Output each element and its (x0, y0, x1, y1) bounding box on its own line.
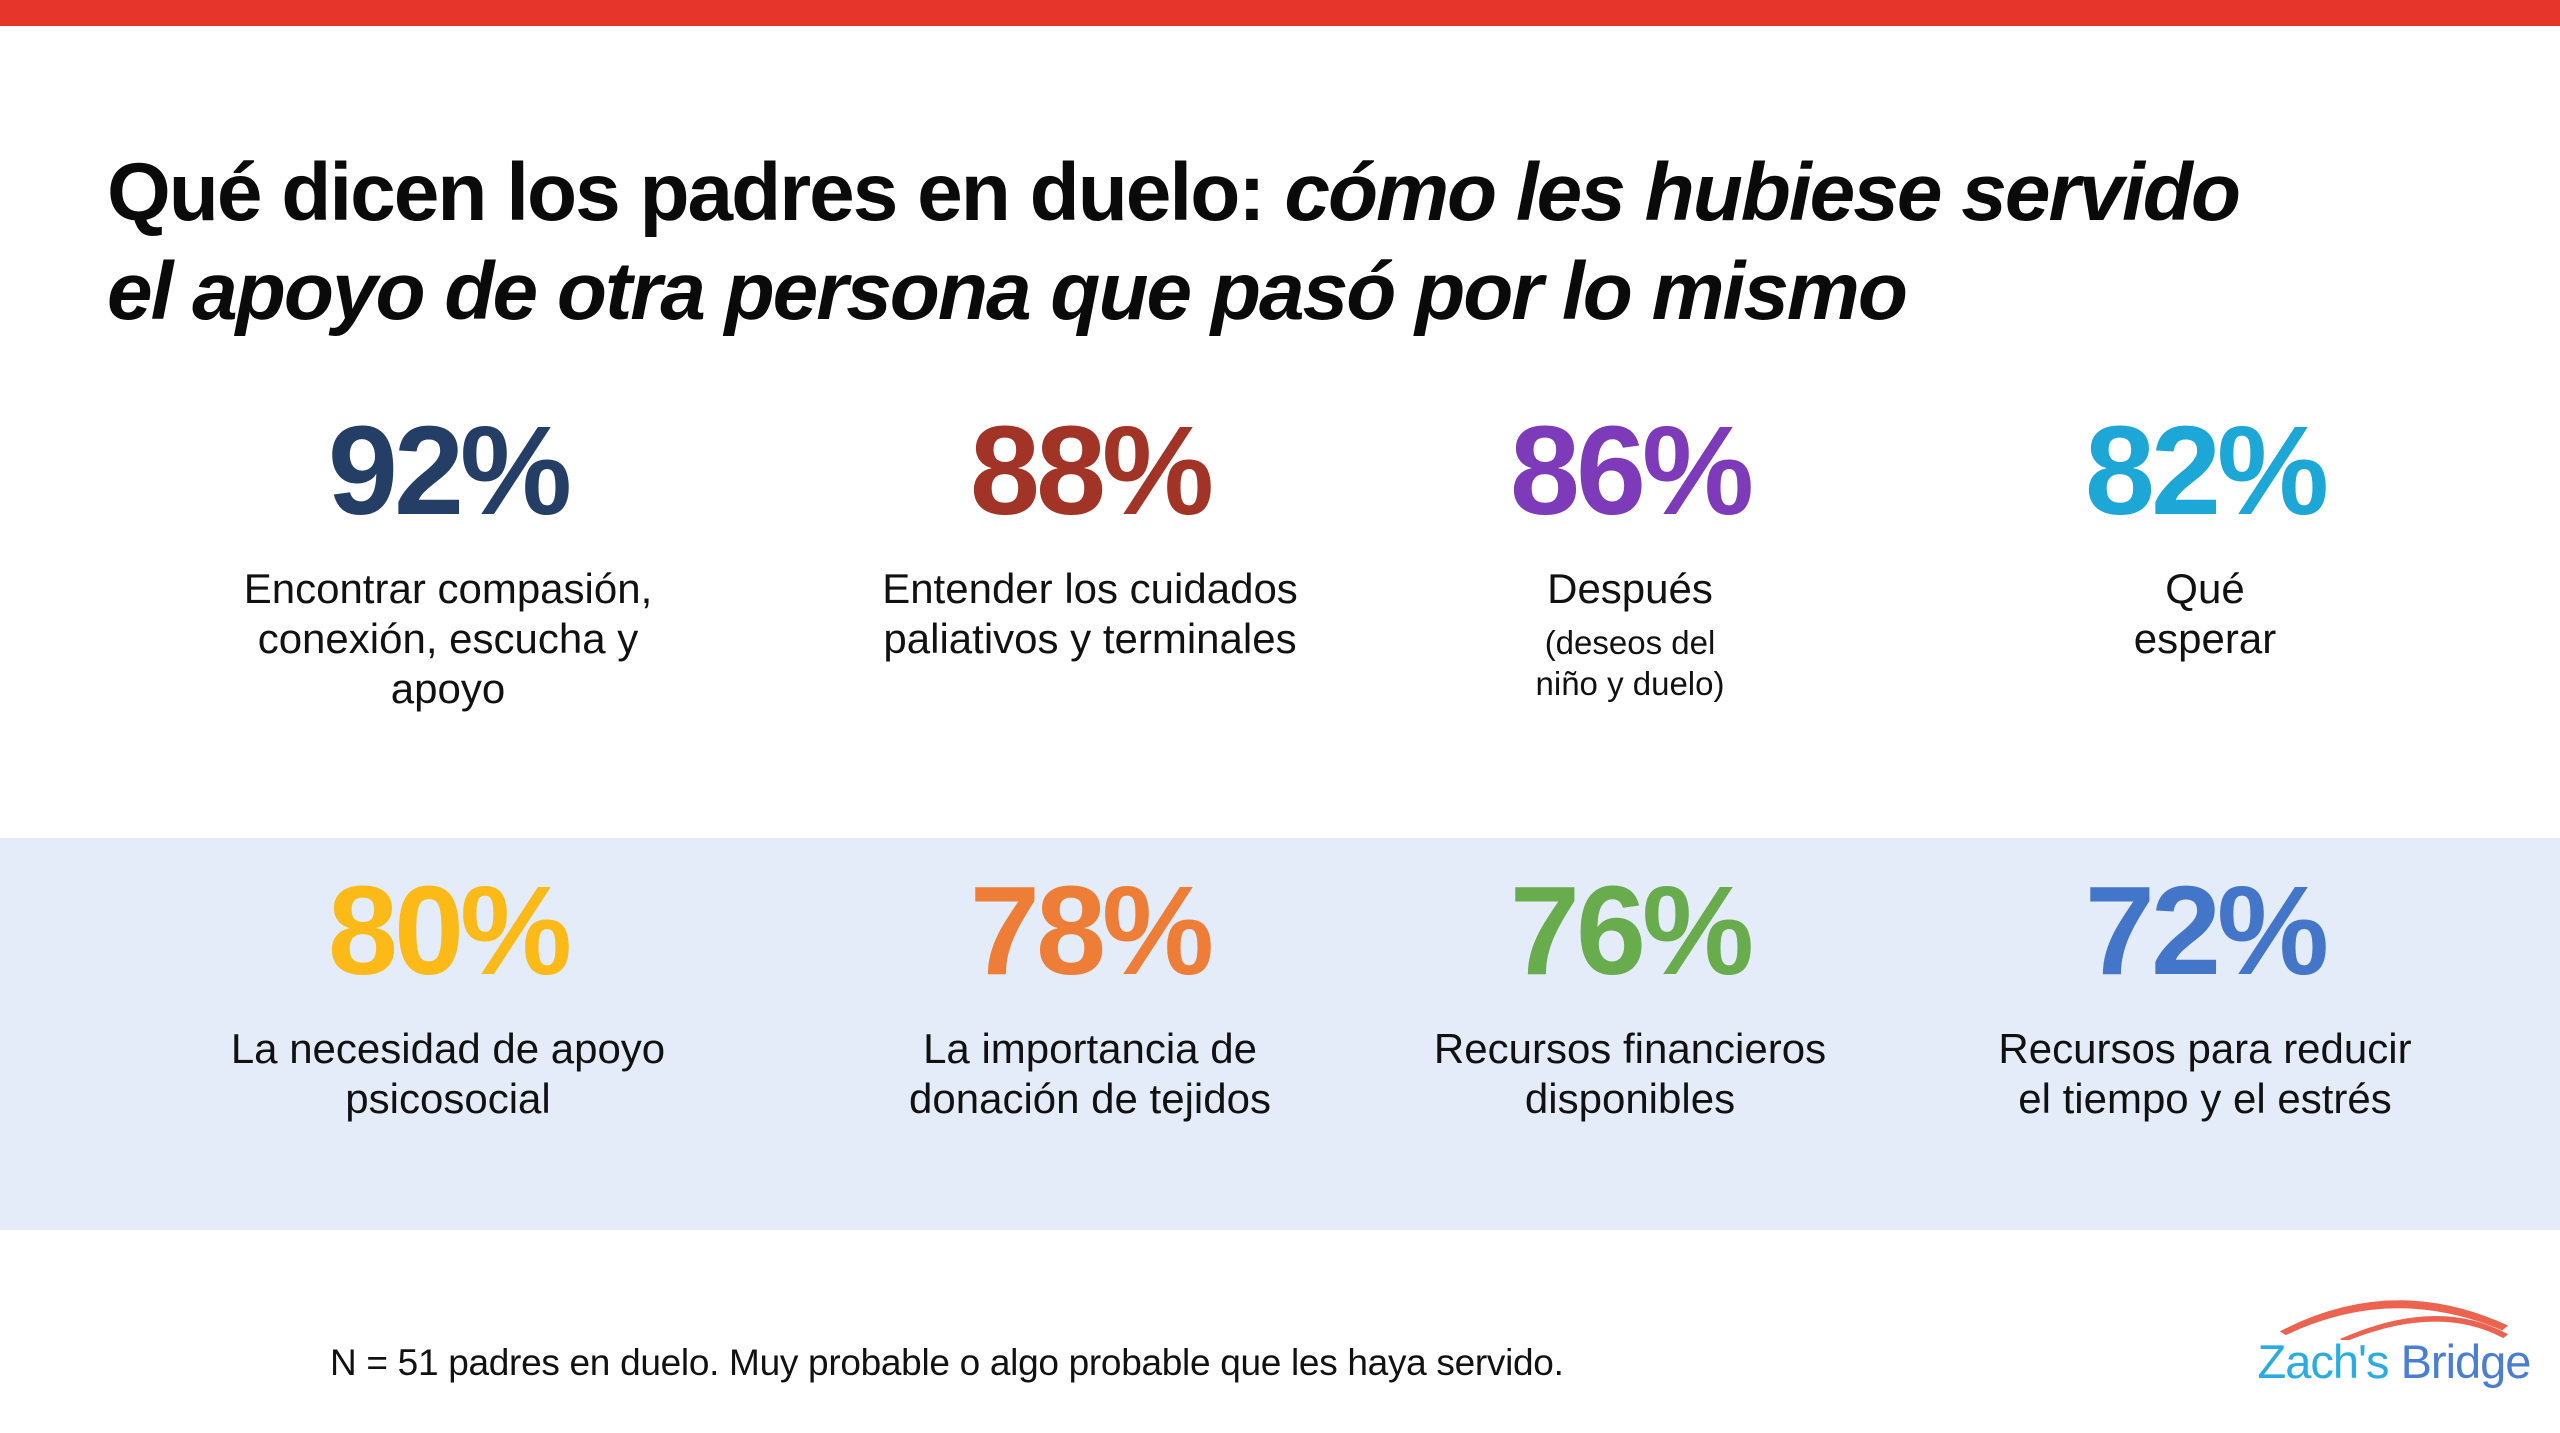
bridge-arc-icon (2279, 1300, 2509, 1340)
logo-word-bridge: Bridge (2400, 1335, 2532, 1388)
stat-palliative-care-label: Entender los cuidados paliativos y termi… (882, 565, 1298, 662)
logo-word-zachs: Zach's (2257, 1335, 2390, 1388)
stat-time-stress-resources-label: Recursos para reducir el tiempo y el est… (1998, 1025, 2412, 1122)
stat-what-to-expect: 82% Qué esperar (1895, 408, 2515, 664)
title-line-1: Qué dicen los padres en duelo: cómo les … (107, 143, 2507, 242)
stat-what-to-expect-value: 82% (2084, 400, 2329, 541)
stat-aftercare-value: 86% (1509, 400, 1754, 541)
stat-what-to-expect-label: Qué esperar (2133, 565, 2277, 662)
title-line1-italic: cómo les hubiese servido (1284, 146, 2241, 238)
stat-financial-resources-label: Recursos financieros disponibles (1433, 1025, 1827, 1122)
stat-financial-resources-value: 76% (1509, 860, 1754, 1001)
sample-size-footnote: N = 51 padres en duelo. Muy probable o a… (330, 1342, 1564, 1383)
stat-tissue-donation-value: 78% (969, 860, 1214, 1001)
stat-psychosocial-support-label: La necesidad de apoyo psicosocial (230, 1025, 666, 1122)
title-line1-regular: Qué dicen los padres en duelo: (107, 146, 1285, 238)
zachs-bridge-logo: Zach's Bridge (2256, 1282, 2532, 1388)
stat-tissue-donation: 78% La importancia de donación de tejido… (780, 868, 1400, 1124)
stat-aftercare-label: Después (1547, 565, 1713, 612)
stat-aftercare: 86% Después (deseos del niño y duelo) (1320, 408, 1940, 704)
stat-tissue-donation-label: La importancia de donación de tejidos (909, 1025, 1271, 1122)
stat-aftercare-sublabel: (deseos del niño y duelo) (1535, 624, 1725, 702)
title-line-2: el apoyo de otra persona que pasó por lo… (107, 245, 1908, 337)
stat-compassion-value: 92% (327, 400, 572, 541)
stat-psychosocial-support-value: 80% (327, 860, 572, 1001)
stat-compassion-label: Encontrar compasión, conexión, escucha y… (243, 565, 653, 712)
stat-palliative-care-value: 88% (969, 400, 1214, 541)
stat-time-stress-resources: 72% Recursos para reducir el tiempo y el… (1895, 868, 2515, 1124)
stat-compassion: 92% Encontrar compasión, conexión, escuc… (138, 408, 758, 714)
zachs-bridge-wordmark: Zach's Bridge (2256, 1336, 2532, 1388)
top-accent-bar (0, 0, 2560, 26)
bottom-row-highlight-band (0, 838, 2560, 1230)
stat-psychosocial-support: 80% La necesidad de apoyo psicosocial (138, 868, 758, 1124)
stat-financial-resources: 76% Recursos financieros disponibles (1320, 868, 1940, 1124)
stat-palliative-care: 88% Entender los cuidados paliativos y t… (780, 408, 1400, 664)
stat-time-stress-resources-value: 72% (2084, 860, 2329, 1001)
page-title: Qué dicen los padres en duelo: cómo les … (107, 143, 2507, 341)
